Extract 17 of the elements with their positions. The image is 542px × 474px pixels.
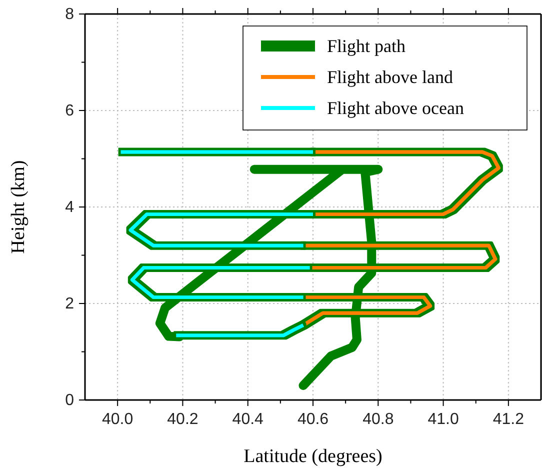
x-tick-label: 40.2 xyxy=(167,410,198,428)
legend-label: Flight above ocean xyxy=(327,98,464,118)
x-tick-label: 40.8 xyxy=(362,410,394,428)
legend-label: Flight path xyxy=(327,36,406,56)
y-tick-label: 2 xyxy=(65,296,74,313)
y-axis-title: Height (km) xyxy=(8,160,29,254)
x-axis-title: Latitude (degrees) xyxy=(244,446,382,467)
y-tick-label: 0 xyxy=(65,392,74,410)
x-tick-label: 40.6 xyxy=(297,410,329,428)
x-tick-label: 41.0 xyxy=(428,410,459,428)
x-tick-label: 40.4 xyxy=(232,410,264,428)
legend-label: Flight above land xyxy=(327,67,453,87)
y-tick-label: 6 xyxy=(65,102,74,120)
x-tick-label: 41.2 xyxy=(492,410,524,428)
x-tick-label: 40.0 xyxy=(102,410,134,428)
y-tick-label: 8 xyxy=(65,6,74,24)
y-tick-label: 4 xyxy=(65,199,74,216)
